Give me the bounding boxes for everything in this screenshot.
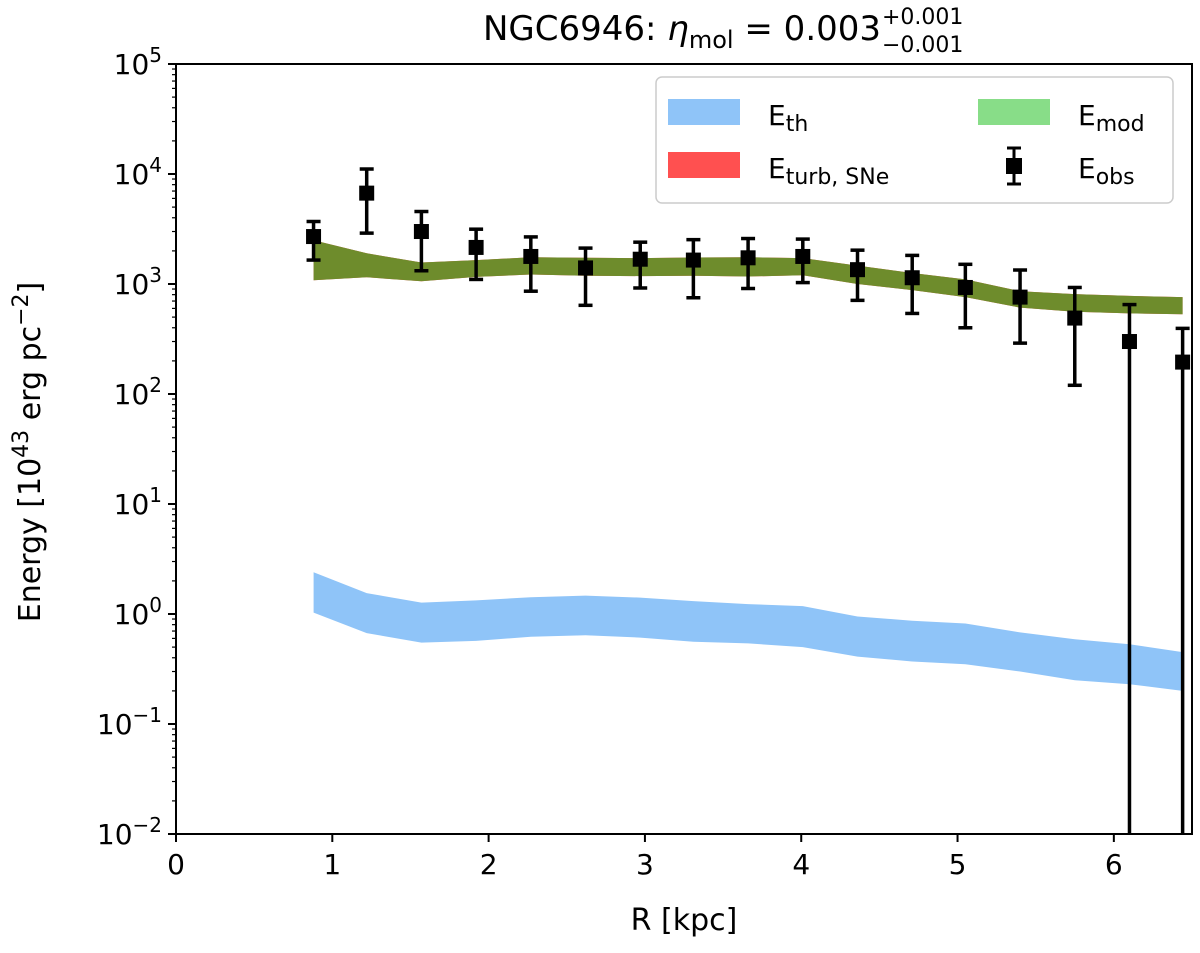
legend-marker-eobs xyxy=(1006,146,1022,186)
y-tick-label: 105 xyxy=(114,43,162,81)
errorbar-point xyxy=(413,209,429,273)
legend-swatch-eturb xyxy=(668,152,740,178)
data-point-marker xyxy=(413,224,429,240)
errorbar-point xyxy=(740,236,756,291)
y-axis: 10−2 10−1 100 101 102 103 104 105 xyxy=(97,43,176,851)
errorbar-point xyxy=(685,237,701,300)
errorbar-series xyxy=(306,167,1191,834)
errorbar-point xyxy=(1175,326,1191,834)
legend-label-eturb: Eturb, SNe xyxy=(768,152,889,190)
x-tick-label: 0 xyxy=(167,848,185,881)
x-tick-label: 5 xyxy=(949,848,967,881)
errorbar-point xyxy=(468,227,484,282)
title-equals: = 0.003 xyxy=(734,9,881,49)
data-point-marker xyxy=(1012,289,1028,305)
errorbar-point xyxy=(904,253,920,316)
x-tick-label: 2 xyxy=(480,848,498,881)
title-galaxy: NGC6946: xyxy=(483,9,667,49)
data-point-marker xyxy=(740,250,756,266)
title-symbol-sub: mol xyxy=(689,26,734,54)
y-tick-label: 10−1 xyxy=(97,703,162,741)
band-e-th xyxy=(313,572,1183,691)
y-axis-label: Energy [1043 erg pc−2] xyxy=(9,282,48,623)
chart-title: NGC6946: ηmol = 0.003 xyxy=(483,9,881,54)
ylabel-prefix: Energy [10 xyxy=(13,458,48,622)
data-point-marker xyxy=(850,262,866,278)
ylabel-exp1: 43 xyxy=(9,430,34,458)
errorbar-point xyxy=(1121,302,1137,834)
legend-label-eobs: Eobs xyxy=(1078,152,1135,190)
errorbar-point xyxy=(1012,268,1028,345)
y-tick-label: 104 xyxy=(114,153,162,191)
y-tick-label: 101 xyxy=(114,483,162,521)
ylabel-suffix: ] xyxy=(13,282,48,294)
errorbar-point xyxy=(359,167,375,235)
x-tick-label: 3 xyxy=(636,848,654,881)
title-symbol: η xyxy=(667,9,689,49)
data-point-marker xyxy=(306,229,322,245)
legend-swatch-emod xyxy=(978,99,1050,125)
data-point-marker xyxy=(523,248,539,264)
data-point-marker xyxy=(578,260,594,276)
data-point-marker xyxy=(632,251,648,267)
data-point-marker xyxy=(1067,310,1083,326)
errorbar-point xyxy=(850,248,866,303)
data-point-marker xyxy=(957,279,973,295)
y-tick-label: 10−2 xyxy=(97,813,162,851)
x-axis-label: R [kpc] xyxy=(631,903,738,938)
title-err-plus: +0.001 xyxy=(882,5,963,30)
legend-label-eth: Eth xyxy=(768,99,808,137)
data-point-marker xyxy=(685,252,701,268)
data-point-marker xyxy=(795,248,811,264)
legend-swatch-eth xyxy=(668,99,740,125)
errorbar-point xyxy=(957,262,973,330)
data-bands xyxy=(313,240,1183,691)
data-point-marker xyxy=(1175,354,1191,370)
x-tick-label: 1 xyxy=(323,848,341,881)
data-point-marker xyxy=(468,239,484,255)
errorbar-point xyxy=(632,240,648,290)
ylabel-middle: erg pc xyxy=(13,326,48,430)
legend: Eth Emod Eturb, SNe Eobs xyxy=(655,76,1174,204)
data-point-marker xyxy=(1121,334,1137,350)
y-tick-label: 102 xyxy=(114,373,162,411)
y-tick-label: 103 xyxy=(114,263,162,301)
x-tick-label: 4 xyxy=(792,848,810,881)
errorbar-point xyxy=(306,219,322,262)
title-err-minus: −0.001 xyxy=(882,33,963,58)
errorbar-point xyxy=(1067,285,1083,388)
errorbar-point xyxy=(523,235,539,293)
data-point-marker xyxy=(359,185,375,201)
x-axis: 0 1 2 3 4 5 6 xyxy=(167,834,1123,881)
ylabel-exp2: −2 xyxy=(9,293,34,325)
errorbar-point xyxy=(578,246,594,308)
errorbar-point xyxy=(795,237,811,285)
plot-frame xyxy=(175,63,1193,835)
x-tick-label: 6 xyxy=(1105,848,1123,881)
data-point-marker xyxy=(904,270,920,286)
y-tick-label: 100 xyxy=(114,593,162,631)
legend-label-emod: Emod xyxy=(1078,99,1145,137)
